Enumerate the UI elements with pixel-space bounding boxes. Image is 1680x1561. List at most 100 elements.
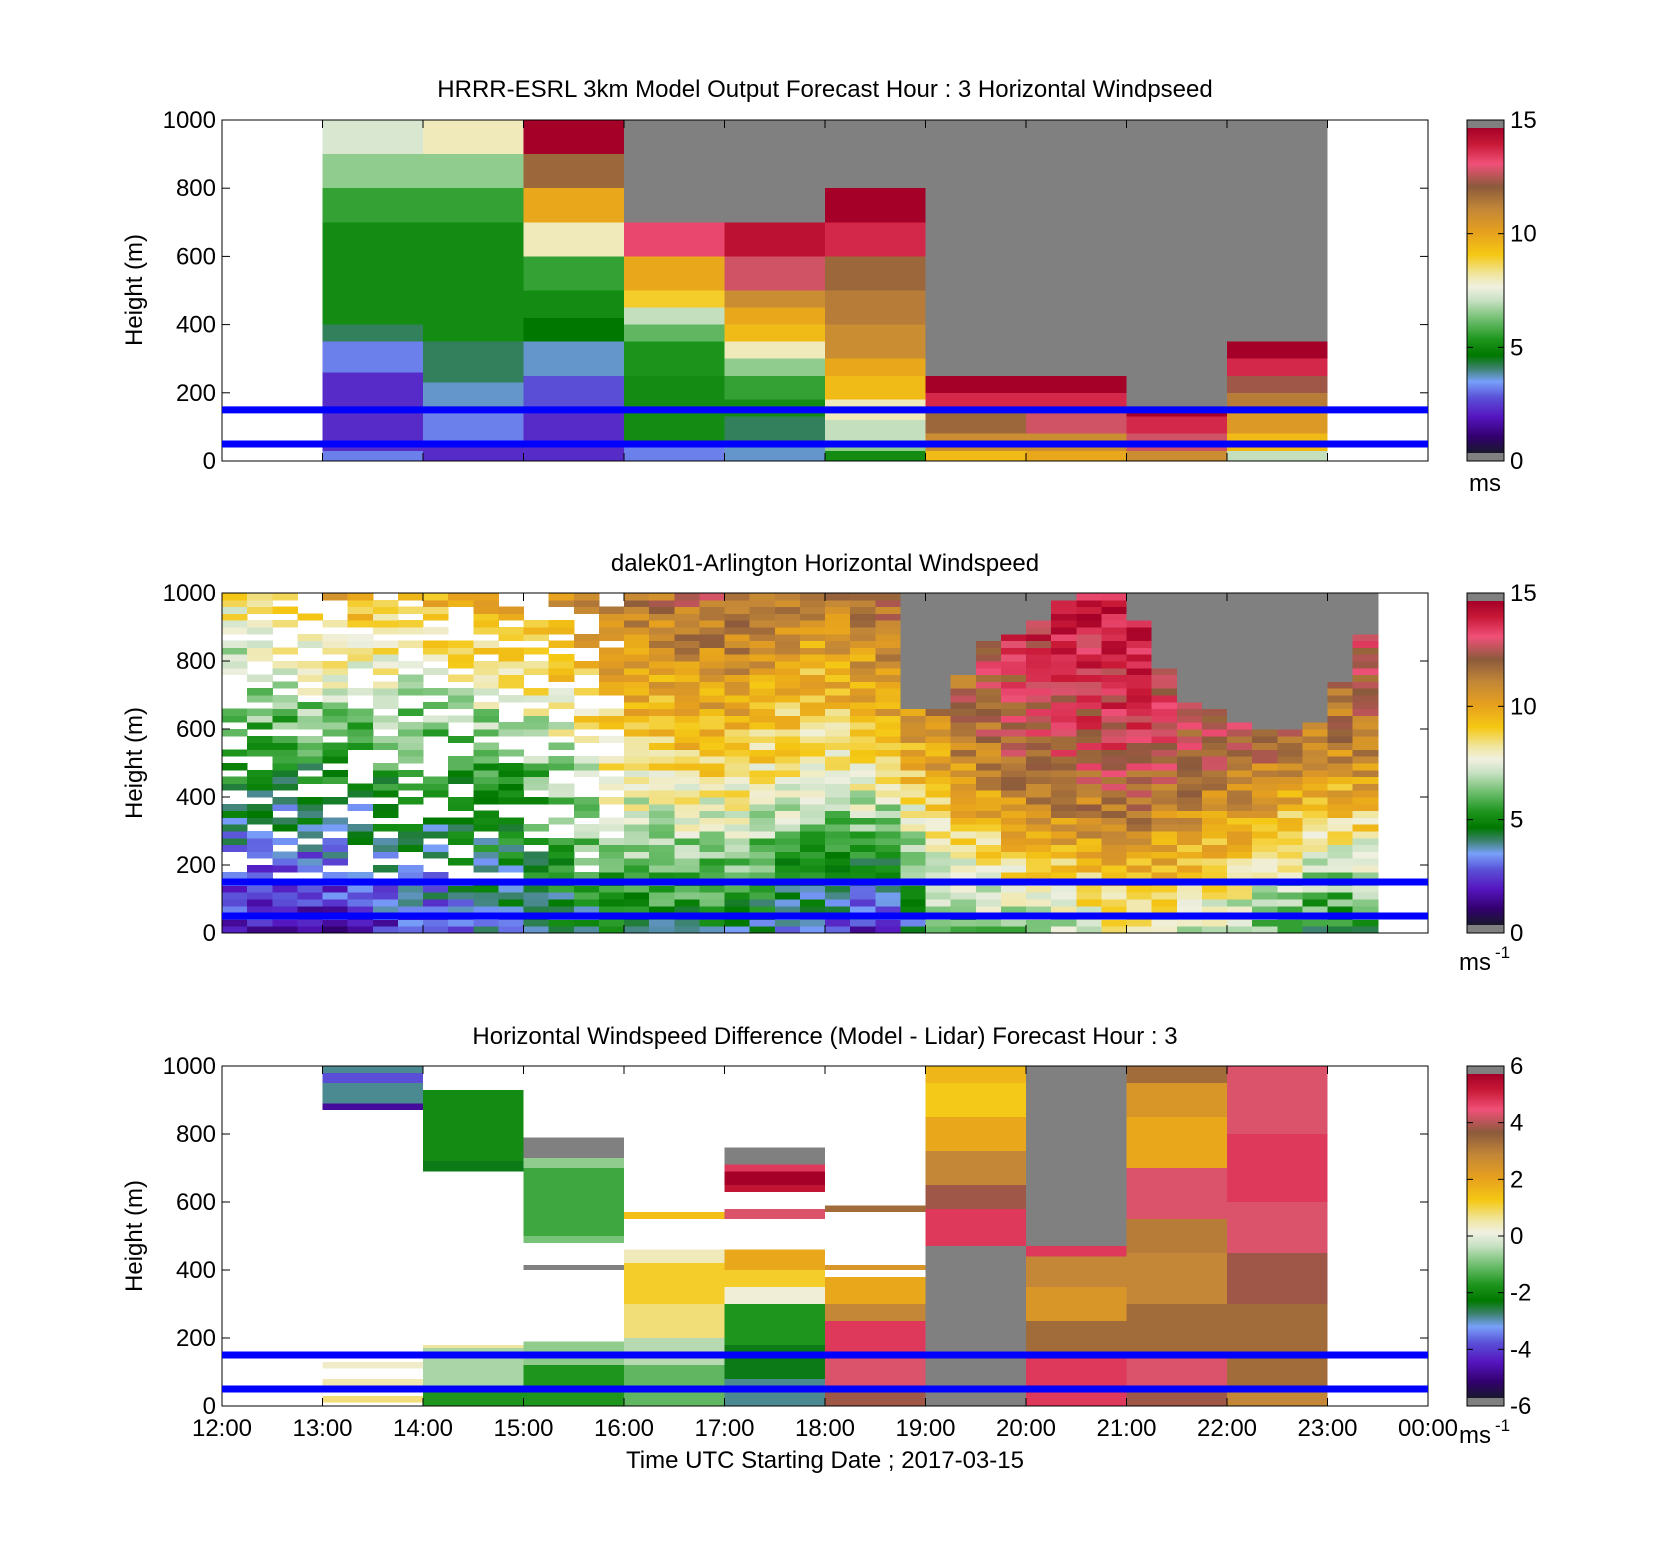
heatmap-cell xyxy=(925,885,952,893)
heatmap-cell xyxy=(799,756,826,764)
heatmap-cell xyxy=(473,776,499,784)
heatmap-cell xyxy=(1101,803,1127,812)
heatmap-cell xyxy=(1302,708,1328,716)
heatmap-cell xyxy=(322,851,349,859)
heatmap-cell xyxy=(875,844,901,852)
heatmap-cell xyxy=(523,763,550,771)
heatmap-cell xyxy=(1201,790,1228,798)
heatmap-cell xyxy=(1327,661,1354,669)
heatmap-cell xyxy=(825,722,851,730)
heatmap-cell xyxy=(1151,810,1178,818)
heatmap-cell xyxy=(1252,735,1278,744)
heatmap-cell xyxy=(1176,851,1203,859)
heatmap-cell xyxy=(1026,640,1052,648)
heatmap-cell xyxy=(1076,926,1102,933)
heatmap-cell xyxy=(975,627,1002,635)
heatmap-cell xyxy=(724,1249,825,1270)
colorbar-frame xyxy=(1466,592,1505,934)
heatmap-cell xyxy=(1000,783,1027,791)
heatmap-cell xyxy=(1026,749,1052,757)
heatmap-cell xyxy=(774,654,801,662)
heatmap-cell xyxy=(397,919,424,927)
heatmap-cell xyxy=(473,783,499,791)
heatmap-cell xyxy=(699,681,725,689)
heatmap-cell xyxy=(774,871,801,880)
heatmap-cell xyxy=(598,674,625,682)
heatmap-cell xyxy=(1151,817,1178,825)
heatmap-cell xyxy=(900,797,926,805)
heatmap-cell xyxy=(272,708,298,716)
heatmap-cell xyxy=(724,763,751,771)
heatmap-cell xyxy=(247,715,273,723)
heatmap-cell xyxy=(674,858,700,866)
heatmap-cell xyxy=(1327,810,1354,818)
heatmap-cell xyxy=(774,817,801,825)
heatmap-cell xyxy=(825,606,851,614)
heatmap-cell xyxy=(850,729,876,737)
heatmap-cell xyxy=(749,769,776,778)
heatmap-cell xyxy=(1201,647,1228,655)
heatmap-cell xyxy=(1076,803,1102,812)
heatmap-cell xyxy=(1101,756,1127,764)
heatmap-cell xyxy=(473,851,499,859)
heatmap-cell xyxy=(1151,667,1178,676)
heatmap-cell xyxy=(699,640,725,648)
panel-difference-reference-lines xyxy=(222,1351,1428,1393)
heatmap-cell xyxy=(1101,688,1127,696)
heatmap-cell xyxy=(674,742,700,750)
colorbar-tick-label: 15 xyxy=(1510,580,1537,607)
heatmap-cell xyxy=(724,1164,825,1172)
heatmap-cell xyxy=(799,620,826,628)
x-tick-label: 22:00 xyxy=(1197,1415,1257,1442)
heatmap-cell xyxy=(1227,756,1253,764)
heatmap-cell xyxy=(1302,885,1328,893)
heatmap-cell xyxy=(297,824,323,832)
colorbar-tick-label: 5 xyxy=(1510,334,1523,361)
heatmap-cell xyxy=(1352,647,1379,655)
heatmap-cell xyxy=(1176,817,1203,825)
heatmap-cell xyxy=(1277,769,1303,778)
heatmap-cell xyxy=(1302,722,1328,730)
heatmap-cell xyxy=(397,593,424,601)
heatmap-cell xyxy=(674,831,700,839)
heatmap-cell xyxy=(875,674,901,682)
heatmap-cell xyxy=(699,892,725,900)
heatmap-cell xyxy=(247,742,273,750)
heatmap-cell xyxy=(272,735,298,744)
heatmap-cell xyxy=(347,790,374,798)
heatmap-cell xyxy=(825,776,851,784)
heatmap-cell xyxy=(1000,858,1027,866)
heatmap-cell xyxy=(397,797,424,805)
heatmap-cell xyxy=(1201,851,1228,859)
heatmap-cell xyxy=(347,837,374,846)
heatmap-cell xyxy=(799,633,826,642)
heatmap-cell xyxy=(1176,613,1203,621)
heatmap-cell xyxy=(975,633,1002,642)
heatmap-cell xyxy=(1101,831,1127,839)
heatmap-cell xyxy=(1352,831,1379,839)
heatmap-cell xyxy=(925,742,952,750)
heatmap-cell xyxy=(724,654,751,662)
heatmap-cell xyxy=(347,905,374,914)
x-tick-label: 16:00 xyxy=(594,1415,654,1442)
heatmap-cell xyxy=(1302,831,1328,839)
heatmap-cell xyxy=(322,154,423,189)
heatmap-cell xyxy=(1352,824,1379,832)
heatmap-cell xyxy=(900,661,926,669)
heatmap-cell xyxy=(825,899,851,907)
heatmap-cell xyxy=(1101,817,1127,825)
x-tick-label: 13:00 xyxy=(292,1415,352,1442)
heatmap-cell xyxy=(1352,627,1379,635)
heatmap-cell xyxy=(1176,783,1203,791)
heatmap-cell xyxy=(1277,593,1303,601)
heatmap-cell xyxy=(749,810,776,818)
heatmap-cell xyxy=(573,871,600,880)
heatmap-cell xyxy=(774,899,801,907)
heatmap-cell xyxy=(523,647,550,655)
heatmap-cell xyxy=(1327,756,1354,764)
heatmap-cell xyxy=(950,905,977,914)
heatmap-cell xyxy=(548,851,575,859)
heatmap-cell xyxy=(1277,763,1303,771)
heatmap-cell xyxy=(247,606,273,614)
